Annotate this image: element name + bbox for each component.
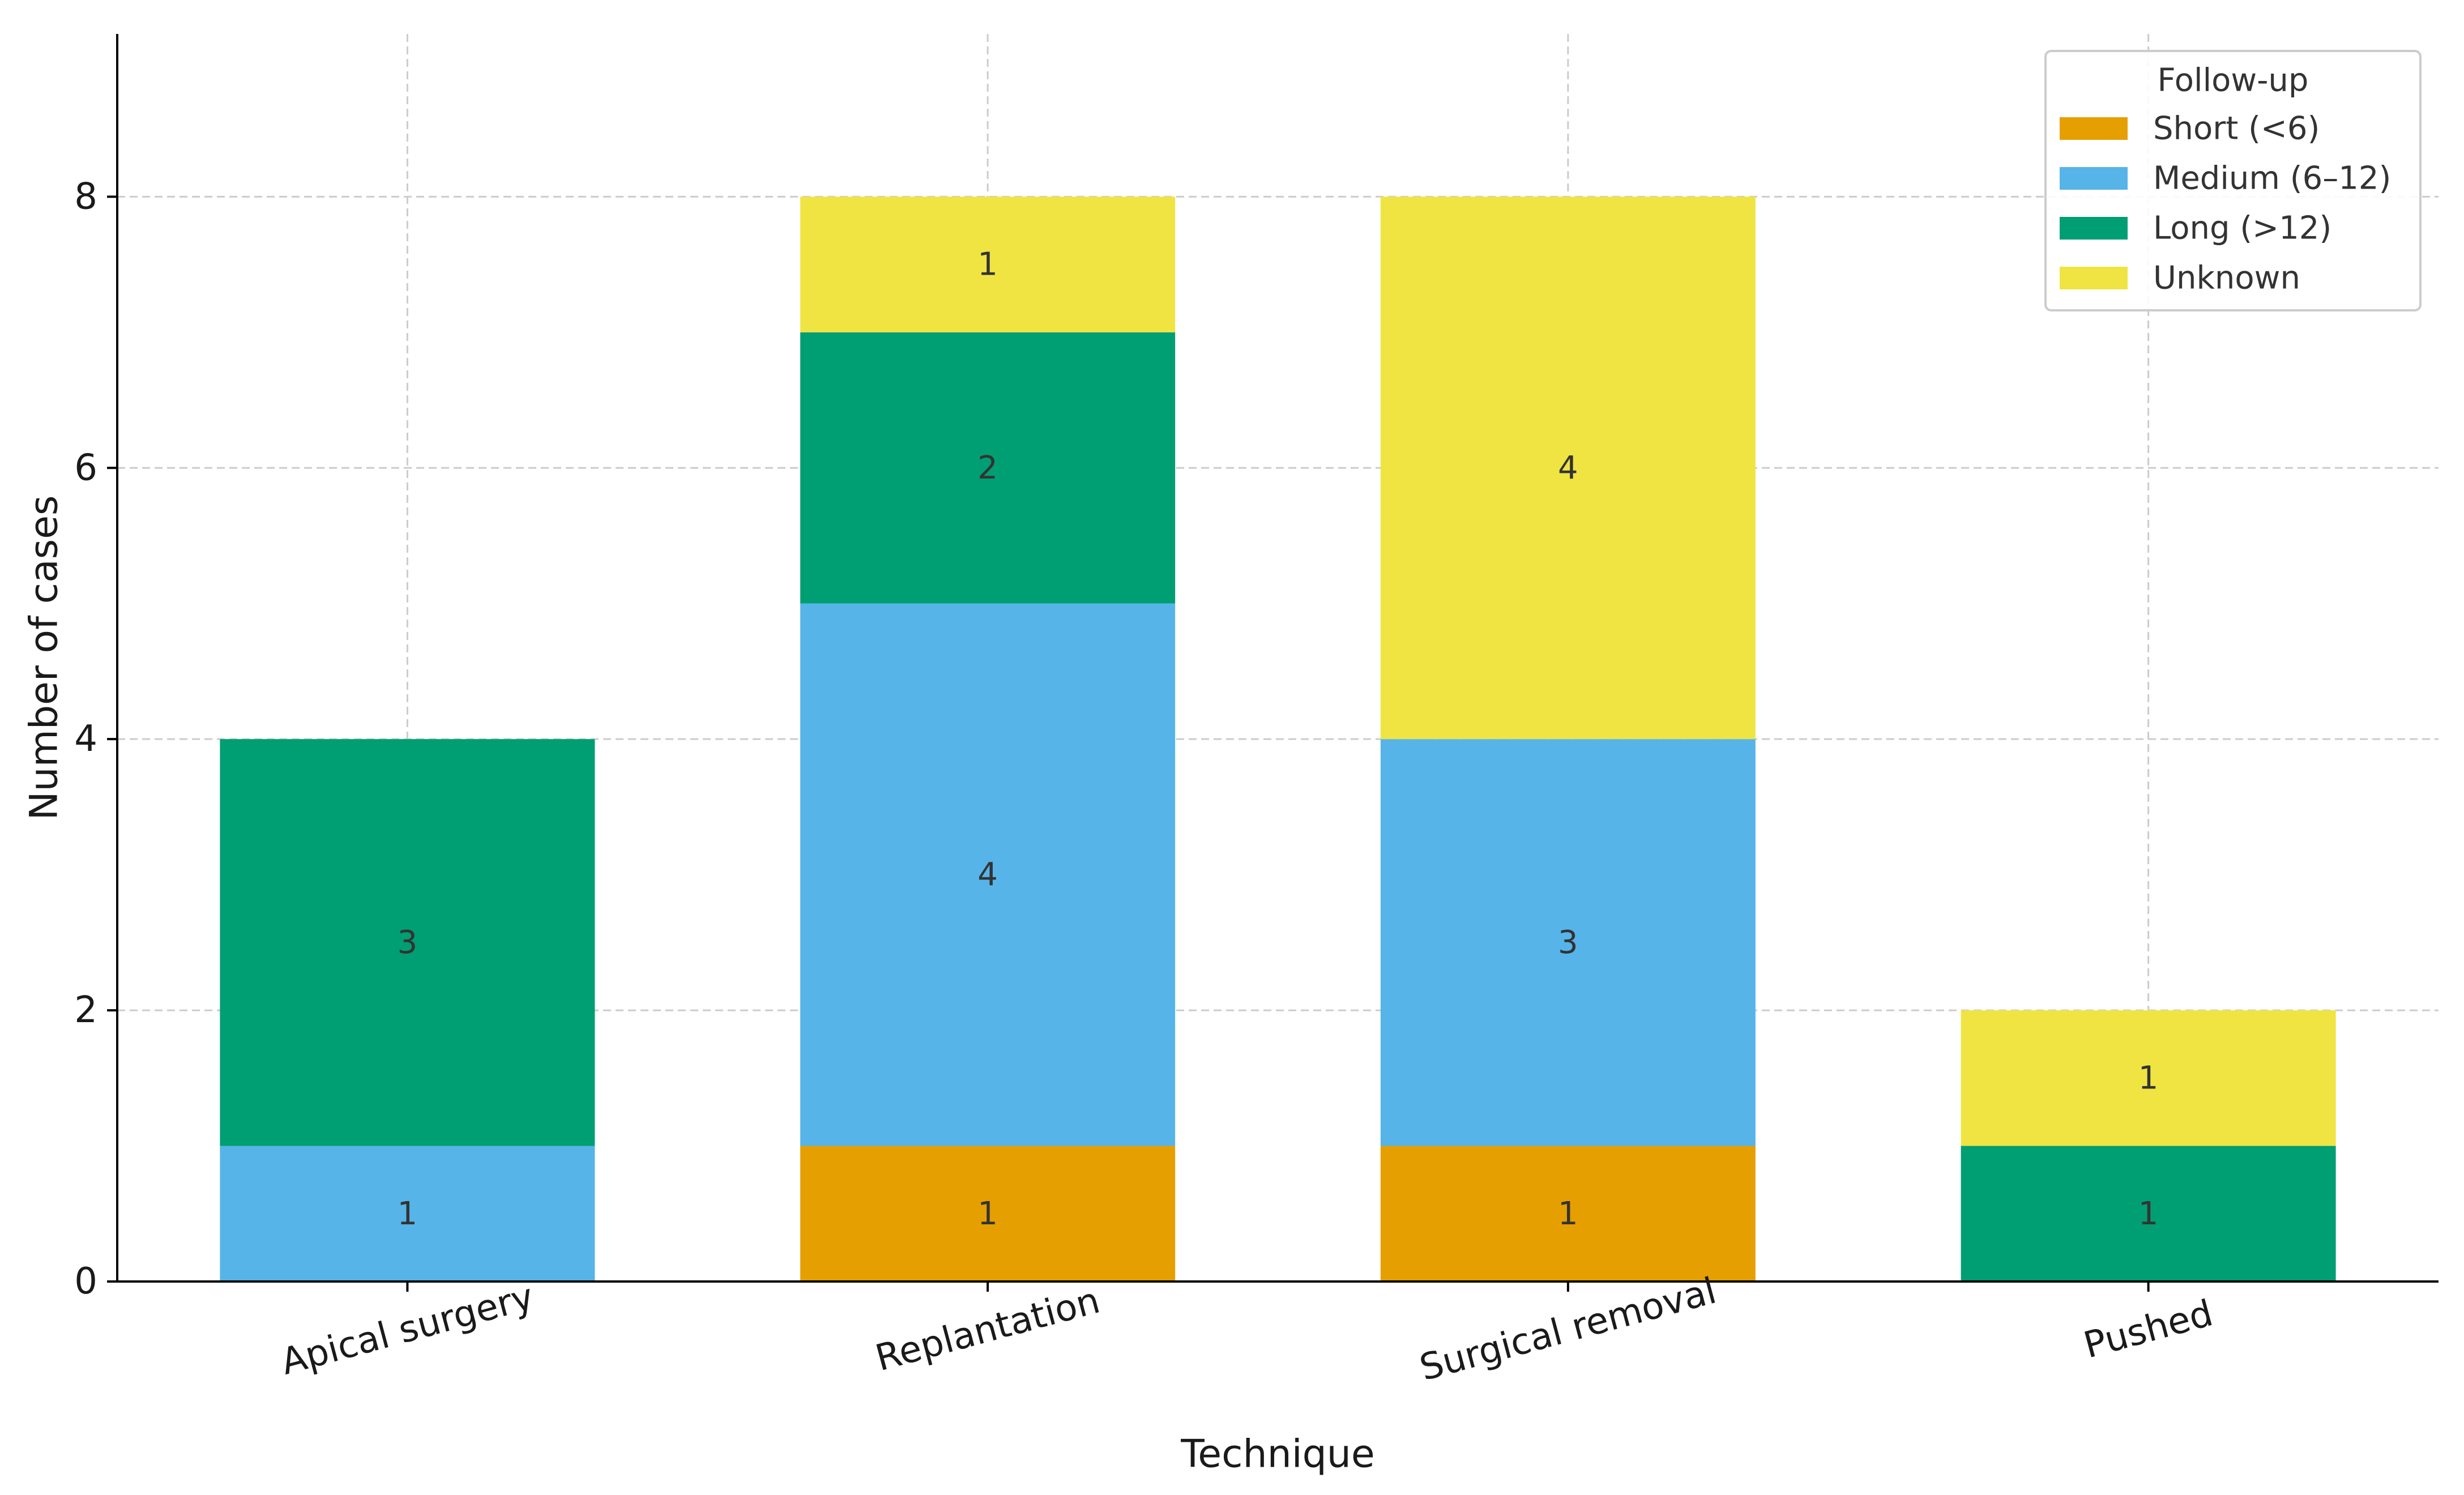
legend-label-unknown: Unknown [2153, 260, 2300, 297]
legend-label-long-12: Long (>12) [2153, 210, 2331, 247]
y-tick-label-8: 8 [74, 176, 97, 217]
bars [220, 197, 2336, 1282]
y-tick-label-2: 2 [74, 989, 97, 1031]
legend-label-medium-6-12: Medium (6–12) [2153, 160, 2391, 197]
bar-value-label-apical-surgery-long-12: 3 [398, 924, 418, 961]
bar-replantation-short-6 [800, 1146, 1176, 1282]
x-tick-label-replantation: Replantation [871, 1280, 1104, 1380]
bar-value-label-replantation-unknown: 1 [977, 246, 998, 283]
legend-label-short-6: Short (<6) [2153, 110, 2320, 147]
bar-value-label-replantation-short-6: 1 [977, 1195, 998, 1232]
bar-value-label-pushed-unknown: 1 [2138, 1060, 2159, 1096]
bar-pushed-unknown [1961, 1010, 2336, 1146]
x-tick-label-apical-surgery: Apical surgery [277, 1276, 539, 1383]
bar-replantation-long-12 [800, 332, 1176, 604]
legend-swatch-long-12 [2060, 217, 2128, 240]
bar-apical-surgery-long-12 [220, 739, 595, 1146]
legend-title: Follow-up [2158, 62, 2309, 99]
legend-swatch-medium-6-12 [2060, 167, 2128, 190]
bar-value-label-surgical-removal-short-6: 1 [1558, 1195, 1578, 1232]
bar-value-label-surgical-removal-medium-6-12: 3 [1558, 924, 1578, 961]
legend: Follow-up Short (<6) Medium (6–12) Long (>1… [2044, 50, 2422, 311]
bar-pushed-long-12 [1961, 1146, 2336, 1282]
bar-replantation-medium-6-12 [800, 603, 1176, 1146]
bar-value-label-apical-surgery-medium-6-12: 1 [398, 1195, 418, 1232]
y-tick-label-0: 0 [74, 1261, 97, 1302]
bar-value-label-pushed-long-12: 1 [2138, 1195, 2159, 1232]
bar-value-label-replantation-long-12: 2 [977, 450, 998, 486]
legend-swatch-short-6 [2060, 117, 2128, 140]
legend-swatch-unknown [2060, 267, 2128, 289]
y-axis-title: Number of cases [22, 496, 67, 821]
bar-value-label-surgical-removal-unknown: 4 [1558, 450, 1578, 486]
bar-replantation-unknown [800, 197, 1176, 332]
bar-surgical-removal-short-6 [1380, 1146, 1756, 1282]
y-tick-label-4: 4 [74, 718, 97, 760]
legend-frame [2044, 50, 2422, 311]
y-tick-label-6: 6 [74, 447, 97, 489]
x-axis-title: Technique [1180, 1432, 1374, 1477]
bar-apical-surgery-medium-6-12 [220, 1146, 595, 1282]
data-labels: 1 3 1 4 2 1 1 3 4 1 1 [398, 246, 2159, 1232]
bar-value-label-replantation-medium-6-12: 4 [977, 856, 998, 893]
x-tick-label-pushed: Pushed [2079, 1292, 2217, 1367]
bar-surgical-removal-unknown [1380, 197, 1756, 740]
bar-surgical-removal-medium-6-12 [1380, 739, 1756, 1146]
